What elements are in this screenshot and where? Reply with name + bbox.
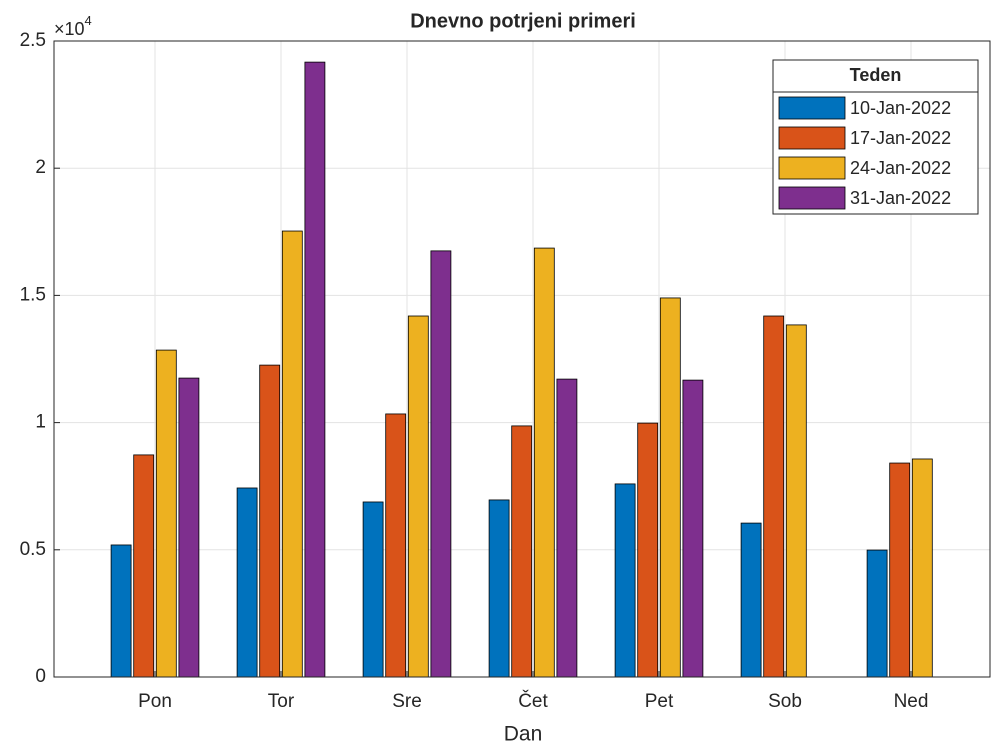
bar [110, 544, 132, 678]
x-tick-label: Pon [138, 691, 172, 712]
x-tick-label: Tor [268, 691, 295, 712]
x-tick-label: Čet [518, 690, 548, 712]
bar [385, 413, 407, 678]
x-tick-label: Pet [645, 691, 674, 712]
y-exponent-power: 4 [85, 13, 92, 28]
y-exponent: ×104 [54, 13, 92, 38]
legend-title: Teden [850, 65, 902, 85]
legend-label: 24-Jan-2022 [850, 158, 951, 178]
bar [682, 379, 704, 678]
plot-frame [53, 40, 991, 678]
bar [133, 454, 155, 678]
y-tick-label: 2 [35, 157, 46, 178]
bar [259, 364, 281, 678]
legend-label: 10-Jan-2022 [850, 98, 951, 118]
bar [889, 462, 911, 678]
bar [637, 422, 659, 678]
legend-swatch [778, 96, 846, 120]
y-tick-label: 0.5 [20, 539, 46, 560]
y-exponent-base: ×10 [54, 19, 85, 39]
bar [488, 499, 510, 678]
legend-label: 17-Jan-2022 [850, 128, 951, 148]
x-tick-label: Sre [392, 691, 422, 712]
x-tick-label: Sob [768, 691, 802, 712]
bar [911, 458, 933, 678]
bar [763, 315, 785, 678]
bar [155, 349, 177, 678]
legend-swatch [778, 156, 846, 180]
bar [304, 61, 326, 678]
bar [407, 315, 429, 678]
legend-swatch [778, 186, 846, 210]
bar [236, 487, 258, 678]
chart-title: Dnevno potrjeni primeri [410, 10, 636, 32]
bar [659, 297, 681, 678]
legend-swatch [778, 126, 846, 150]
bar [556, 378, 578, 678]
bar [785, 324, 807, 678]
bar [281, 230, 303, 678]
bar [740, 522, 762, 678]
x-axis-label: Dan [504, 723, 543, 746]
x-tick-label: Ned [894, 691, 929, 712]
y-tick-label: 0 [35, 666, 46, 687]
bar [533, 247, 555, 678]
bar [866, 549, 888, 678]
bar [511, 425, 533, 678]
y-tick-label: 1.5 [20, 284, 46, 305]
bar [178, 377, 200, 678]
legend-label: 31-Jan-2022 [850, 188, 951, 208]
y-tick-label: 1 [35, 412, 46, 433]
bar [430, 250, 452, 678]
bar [362, 501, 384, 678]
bar [614, 483, 636, 678]
bars [110, 61, 933, 678]
y-tick-label: 2.5 [20, 30, 46, 51]
